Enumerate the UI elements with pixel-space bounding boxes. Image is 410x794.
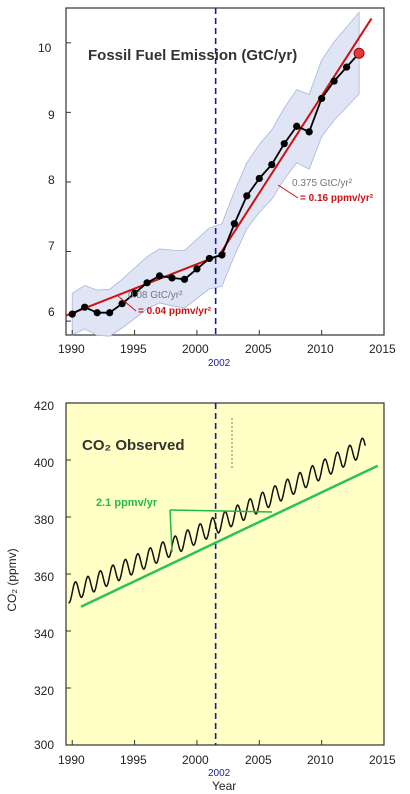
emission-fit-line-late	[218, 17, 373, 256]
emission-y-tick: 6	[48, 305, 55, 319]
emission-annotation-pointer-early	[117, 295, 137, 312]
co2-x-tick: 2005	[245, 753, 272, 767]
emission-y-tick: 9	[48, 108, 55, 122]
co2-y-axis-label: CO₂ (ppmv)	[5, 548, 19, 611]
co2-x-tick: 2000	[182, 753, 209, 767]
co2-y-tick: 340	[34, 627, 54, 641]
co2-2002-marker-label: 2002	[208, 768, 231, 779]
emission-data-point	[280, 140, 288, 148]
co2-y-tick: 400	[34, 456, 54, 470]
emission-data-point	[130, 289, 139, 297]
emission-data-point	[81, 303, 89, 311]
emission-annotation-ppmv-late: = 0.16 ppmv/yr²	[300, 193, 374, 204]
emission-x-tick: 2010	[307, 342, 334, 356]
emission-annotation-pointer-late	[277, 184, 299, 199]
emission-annotation-rate-early: 0.08 GtC/yr²	[128, 290, 183, 301]
co2-tick-marks	[66, 402, 385, 746]
emission-data-point	[268, 160, 276, 169]
emission-x-tick: 1990	[58, 342, 85, 356]
emission-data-point	[305, 128, 313, 136]
emission-data-point	[255, 174, 263, 183]
emission-chart: Fossil Fuel Emission (GtC/yr) 0.08 GtC/y…	[38, 7, 396, 369]
emission-x-tick: 1995	[120, 342, 147, 356]
co2-x-tick: 1990	[58, 753, 85, 767]
emission-data-point	[243, 192, 251, 200]
emission-data-point	[205, 254, 214, 263]
emission-x-tick: 2000	[182, 342, 209, 356]
emission-data-point	[93, 309, 101, 317]
emission-2002-marker-label: 2002	[208, 358, 231, 369]
emission-data-point	[330, 77, 338, 85]
co2-x-tick: 2015	[369, 753, 396, 767]
co2-y-tick: 320	[34, 684, 54, 698]
emission-annotation-ppmv-early: = 0.04 ppmv/yr²	[138, 306, 212, 317]
co2-observed-series	[68, 437, 367, 604]
co2-x-tick: 1995	[120, 753, 147, 767]
emission-data-point	[218, 251, 226, 259]
co2-y-tick: 300	[34, 738, 54, 752]
co2-chart-title: CO₂ Observed	[82, 437, 185, 454]
emission-data-point	[155, 272, 164, 280]
emission-data-point	[318, 94, 326, 103]
co2-annotation-pointer-right	[169, 509, 273, 513]
emission-x-tick: 2005	[245, 342, 272, 356]
emission-data-point	[118, 300, 126, 308]
emission-y-tick: 10	[38, 41, 52, 55]
emission-x-tick: 2015	[369, 342, 396, 356]
co2-plot-frame	[65, 402, 385, 746]
emission-data-point	[143, 279, 151, 287]
emission-chart-title: Fossil Fuel Emission (GtC/yr)	[88, 47, 297, 64]
emission-data-point	[68, 310, 76, 318]
co2-annotation-pointer-left	[169, 509, 173, 553]
emission-data-point	[168, 274, 176, 282]
co2-x-axis-label: Year	[212, 779, 236, 793]
co2-y-tick: 420	[34, 399, 54, 413]
co2-trend-annotation: 2.1 ppmv/yr	[96, 497, 158, 509]
emission-tick-marks	[66, 42, 385, 335]
emission-data-point	[342, 63, 351, 71]
co2-trend-line	[80, 464, 379, 608]
co2-x-tick: 2010	[307, 753, 334, 767]
emission-series-points	[68, 63, 351, 318]
emission-data-point	[180, 275, 189, 283]
co2-y-tick: 380	[34, 513, 54, 527]
emission-y-tick: 8	[48, 173, 55, 187]
emission-y-tick: 7	[48, 239, 55, 253]
co2-chart: CO₂ Observed 2.1 ppmv/yr 420 400 380 360…	[5, 399, 396, 793]
emission-last-point	[353, 47, 365, 59]
emission-data-point	[293, 122, 301, 130]
emission-data-point	[106, 309, 114, 317]
emission-data-point	[193, 265, 201, 273]
emission-annotation-rate-late: 0.375 GtC/yr²	[292, 178, 353, 189]
co2-y-tick: 360	[34, 570, 54, 584]
emission-data-point	[230, 220, 238, 228]
